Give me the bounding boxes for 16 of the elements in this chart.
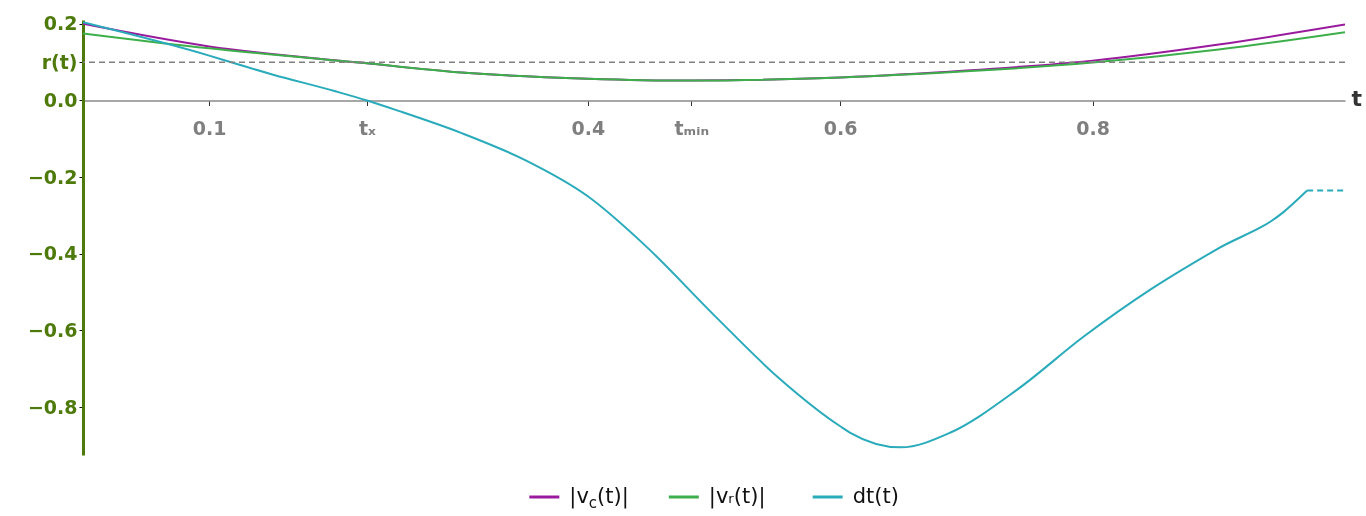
legend-label: dt(t) — [852, 484, 899, 508]
y-tick-label: −0.6 — [27, 318, 78, 341]
y-tick-label: −0.2 — [27, 165, 78, 188]
x-tick-label: 0.6 — [823, 116, 858, 139]
x-tick-label: 0.1 — [192, 116, 227, 139]
y-tick-label: −0.4 — [27, 242, 78, 265]
y-tick-label: r(t) — [41, 50, 78, 73]
x-axis-title: t — [1351, 85, 1363, 111]
x-tick-label: 0.4 — [571, 116, 606, 139]
y-tick-label: 0.2 — [43, 12, 78, 35]
y-tick-label: −0.8 — [27, 395, 78, 418]
legend-label: |vᵣ(t)| — [708, 484, 766, 509]
x-tick-label: 0.8 — [1076, 116, 1110, 139]
x-tick-label: tₓ — [358, 116, 377, 139]
y-tick-label: 0.0 — [43, 88, 78, 111]
x-tick-label: tₘᵢₙ — [674, 116, 710, 139]
